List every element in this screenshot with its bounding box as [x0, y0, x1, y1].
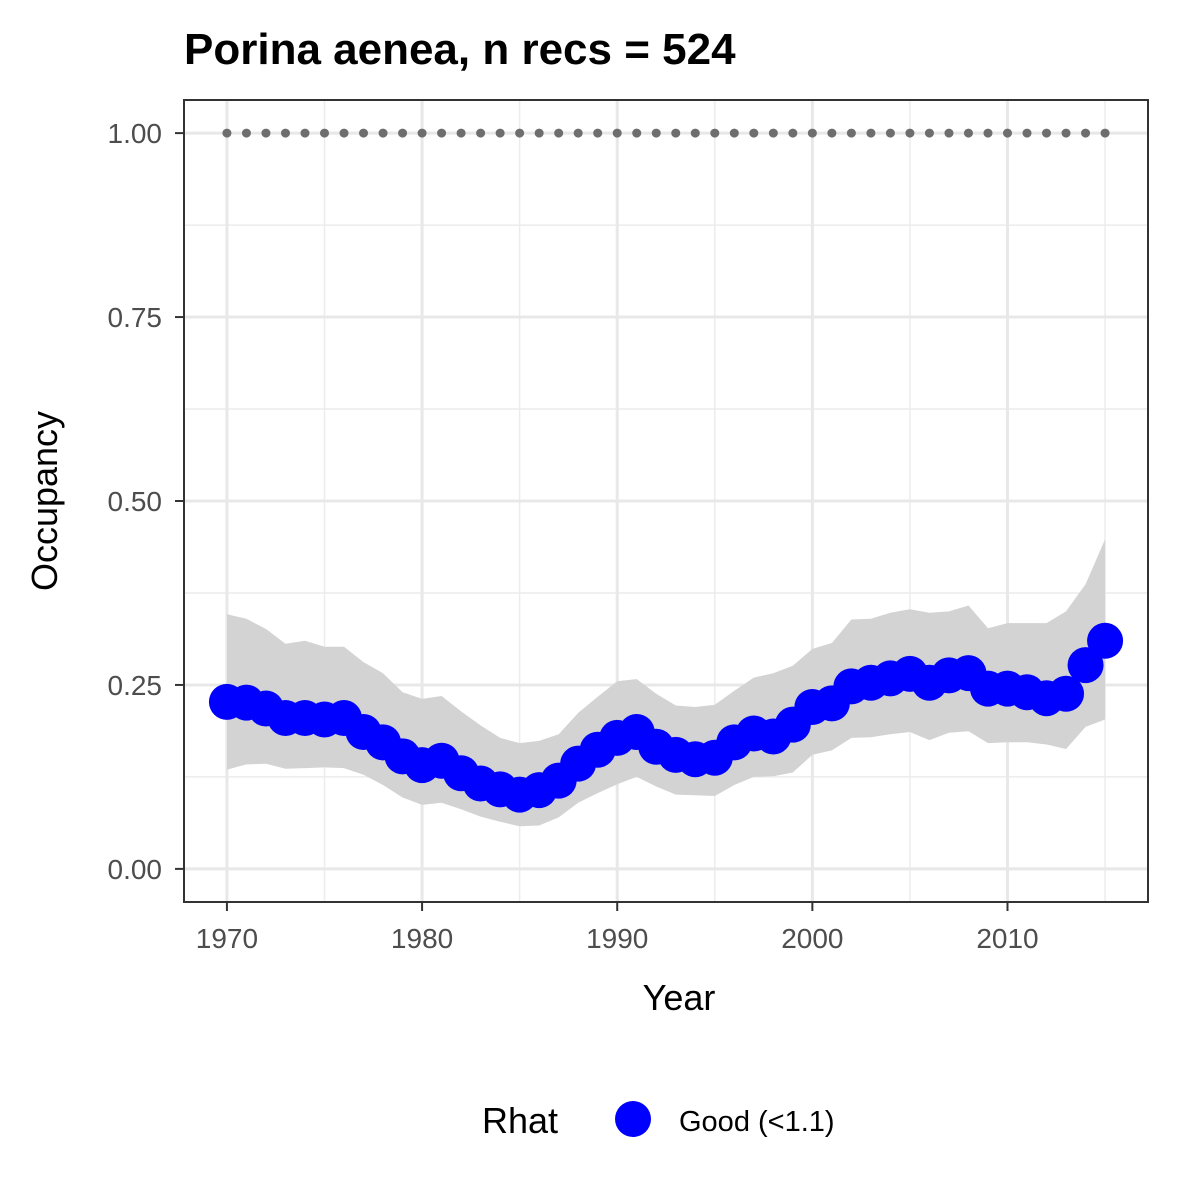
- reference-dot: [651, 128, 661, 138]
- reference-dot: [1061, 128, 1071, 138]
- reference-dot: [885, 128, 895, 138]
- reference-dot: [1081, 128, 1091, 138]
- data-point: [1087, 622, 1124, 659]
- y-tick-label: 0.00: [108, 854, 163, 885]
- reference-dot: [378, 128, 388, 138]
- reference-dot: [768, 128, 778, 138]
- reference-dot: [749, 128, 759, 138]
- reference-line-layer: [222, 128, 1110, 138]
- reference-dot: [944, 128, 954, 138]
- reference-dot: [398, 128, 408, 138]
- reference-dot: [827, 128, 837, 138]
- reference-dot: [495, 128, 505, 138]
- reference-dot: [710, 128, 720, 138]
- y-tick-label: 0.25: [108, 670, 163, 701]
- reference-dot: [807, 128, 817, 138]
- legend-label-good: Good (<1.1): [679, 1106, 835, 1138]
- reference-dot: [1042, 128, 1052, 138]
- reference-dot: [632, 128, 642, 138]
- legend-title: Rhat: [482, 1100, 558, 1141]
- reference-dot: [593, 128, 603, 138]
- y-tick-label: 0.50: [108, 486, 163, 517]
- legend: Rhat Good (<1.1): [482, 1100, 835, 1141]
- reference-dot: [417, 128, 427, 138]
- reference-dot: [261, 128, 271, 138]
- reference-dot: [671, 128, 681, 138]
- reference-dot: [300, 128, 310, 138]
- reference-dot: [729, 128, 739, 138]
- reference-dot: [846, 128, 856, 138]
- reference-dot: [437, 128, 447, 138]
- reference-dot: [515, 128, 525, 138]
- x-tick-label: 1990: [586, 923, 648, 954]
- legend-key-good: [615, 1101, 651, 1137]
- reference-dot: [983, 128, 993, 138]
- data-points-layer: [208, 622, 1124, 813]
- reference-dot: [1002, 128, 1012, 138]
- y-tick-label: 1.00: [108, 118, 163, 149]
- x-tick-label: 2010: [976, 923, 1038, 954]
- data-point: [1048, 675, 1085, 712]
- x-tick-label: 2000: [781, 923, 843, 954]
- reference-dot: [788, 128, 798, 138]
- reference-dot: [456, 128, 466, 138]
- y-axis-title: Occupancy: [24, 411, 65, 591]
- reference-dot: [476, 128, 486, 138]
- reference-dot: [573, 128, 583, 138]
- x-tick-label: 1980: [391, 923, 453, 954]
- reference-dot: [359, 128, 369, 138]
- plot-panel: [183, 99, 1149, 903]
- reference-dot: [1100, 128, 1110, 138]
- reference-dot: [963, 128, 973, 138]
- x-axis-title: Year: [643, 977, 716, 1018]
- reference-dot: [320, 128, 330, 138]
- chart-title: Porina aenea, n recs = 524: [184, 25, 736, 74]
- x-tick-label: 1970: [196, 923, 258, 954]
- reference-dot: [241, 128, 251, 138]
- reference-dot: [554, 128, 564, 138]
- y-tick-label: 0.75: [108, 302, 163, 333]
- y-axis: 0.00 0.25 0.50 0.75 1.00: [108, 118, 184, 885]
- x-axis: 1970 1980 1990 2000 2010: [196, 902, 1039, 954]
- reference-dot: [612, 128, 622, 138]
- reference-dot: [924, 128, 934, 138]
- data-point: [1067, 647, 1104, 684]
- reference-dot: [1022, 128, 1032, 138]
- reference-dot: [905, 128, 915, 138]
- reference-dot: [280, 128, 290, 138]
- reference-dot: [534, 128, 544, 138]
- reference-dot: [339, 128, 349, 138]
- reference-dot: [690, 128, 700, 138]
- reference-dot: [866, 128, 876, 138]
- reference-dot: [222, 128, 232, 138]
